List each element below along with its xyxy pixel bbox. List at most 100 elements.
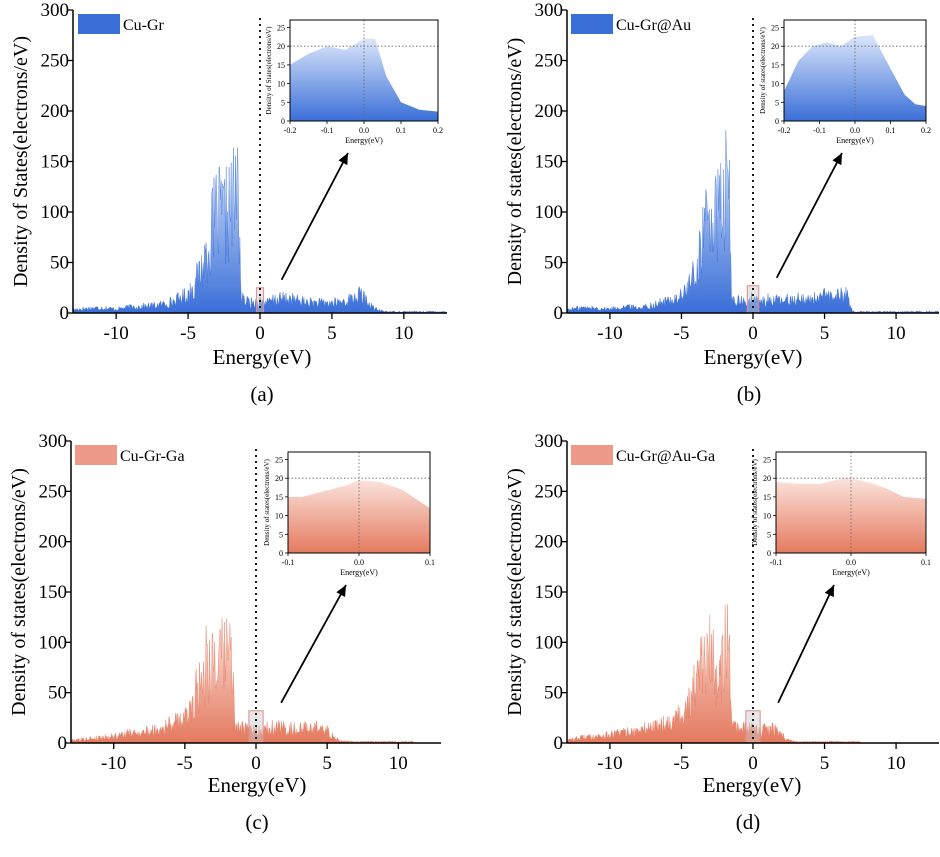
x-axis-title: Energy(eV) (703, 773, 802, 797)
inset-y-tick-label: 10 (277, 80, 285, 89)
inset-y-tick-label: 25 (277, 23, 285, 32)
y-tick-label: 200 (41, 101, 70, 122)
inset-y-tick-label: 25 (763, 455, 771, 464)
inset-y-tick-label: 20 (771, 42, 779, 51)
panel-d: -10 -5 0 5 10050100150200250300Energy(eV)Den… (504, 431, 939, 834)
inset-y-tick-label: 10 (275, 512, 283, 521)
zoom-arrow-head (824, 585, 834, 598)
legend-swatch (78, 14, 120, 34)
x-axis-title: Energy(eV) (704, 345, 803, 369)
inset-y-tick-label: 20 (277, 42, 285, 51)
zoom-arrow (280, 584, 347, 704)
inset-y-tick-label: 15 (771, 61, 779, 70)
x-axis-title: Energy(eV) (213, 345, 312, 369)
y-tick-label: 250 (535, 481, 564, 502)
x-tick-label: -5 (177, 753, 193, 774)
x-tick-label: 5 (327, 323, 337, 344)
zoom-arrow (775, 152, 843, 279)
inset-x-axis-title: Energy(eV) (345, 136, 383, 145)
y-tick-label: 100 (39, 632, 68, 653)
inset-x-tick-label: -0.1 (282, 558, 295, 567)
y-tick-label: 250 (535, 51, 564, 72)
legend-swatch (75, 445, 117, 465)
inset-y-tick-label: 5 (775, 98, 779, 107)
zoom-arrow (280, 152, 349, 281)
inset-y-axis-title: Density of States(electrons/eV) (265, 26, 273, 115)
y-tick-label: 50 (544, 253, 563, 274)
zoom-arrow-head (832, 153, 842, 166)
inset-x-tick-label: 0.0 (359, 126, 369, 135)
legend-swatch (571, 445, 613, 465)
inset-panel: -0.1 0.0 0.1 0 5 10 15 20 25 Energy(eV) Density of… (263, 451, 435, 577)
y-tick-label: 100 (535, 632, 564, 653)
y-tick-label: 300 (39, 431, 68, 452)
zoom-arrow-head (336, 585, 346, 598)
x-tick-label: 5 (820, 753, 830, 774)
inset-panel: -0.2 -0.1 0.0 0.1 0.2 0 5 10 15 20 25 Energy(eV) Den… (265, 19, 443, 145)
legend-swatch (571, 14, 613, 34)
inset-y-tick-label: 5 (767, 530, 771, 539)
y-tick-label: 50 (48, 683, 67, 704)
inset-x-tick-label: -0.1 (813, 126, 826, 135)
y-tick-label: 100 (41, 202, 70, 223)
y-tick-label: 250 (39, 481, 68, 502)
inset-y-axis-title: Density of states(electrons/eV) (751, 458, 759, 545)
inset-y-tick-label: 5 (279, 530, 283, 539)
x-tick-label: 5 (820, 323, 830, 344)
zoom-arrow-head (338, 153, 348, 166)
y-axis-title: Density of states(electrons/eV) (504, 38, 526, 286)
y-tick-label: 150 (535, 152, 564, 173)
inset-x-tick-label: 0.1 (396, 126, 406, 135)
inset-y-tick-label: 25 (771, 23, 779, 32)
y-tick-label: 0 (60, 303, 70, 324)
y-tick-label: 0 (554, 303, 564, 324)
x-tick-label: -5 (180, 323, 196, 344)
y-tick-label: 200 (535, 101, 564, 122)
y-axis-title: Density of states(electrons/eV) (8, 468, 30, 716)
panel-letter: (b) (737, 382, 762, 406)
panel-letter: (c) (245, 810, 268, 834)
inset-y-tick-label: 0 (279, 549, 283, 558)
legend-label: Cu-Gr-Ga (120, 448, 185, 465)
inset-y-tick-label: 0 (775, 117, 779, 126)
panel-a: -10 -5 0 5 10050100150200250300Energy(eV)Den… (10, 0, 447, 406)
x-tick-label: 10 (887, 753, 906, 774)
inset-x-tick-label: 0.0 (846, 558, 856, 567)
inset-x-tick-label: 0.2 (921, 126, 931, 135)
x-tick-label: -10 (101, 753, 126, 774)
inset-x-tick-label: -0.2 (284, 126, 297, 135)
y-tick-label: 50 (544, 683, 563, 704)
y-axis-title: Density of states(electrons/eV) (504, 468, 526, 716)
x-tick-label: 0 (748, 753, 758, 774)
inset-y-tick-label: 20 (763, 474, 771, 483)
x-axis-title: Energy(eV) (208, 773, 307, 797)
inset-x-tick-label: 0.0 (850, 126, 860, 135)
x-tick-label: -5 (674, 323, 690, 344)
inset-x-tick-label: 0.1 (425, 558, 435, 567)
y-tick-label: 0 (58, 733, 68, 754)
x-tick-label: 10 (394, 323, 413, 344)
x-tick-label: -10 (597, 753, 622, 774)
inset-y-tick-label: 15 (275, 493, 283, 502)
x-tick-label: 0 (251, 753, 261, 774)
inset-dos-area (784, 35, 926, 121)
inset-y-tick-label: 0 (281, 117, 285, 126)
y-tick-label: 300 (535, 0, 564, 21)
y-tick-label: 300 (41, 0, 70, 21)
panel-letter: (a) (250, 382, 273, 406)
inset-x-tick-label: -0.1 (770, 558, 783, 567)
x-tick-label: 0 (748, 323, 758, 344)
inset-x-axis-title: Energy(eV) (340, 568, 378, 577)
x-tick-label: -5 (674, 753, 690, 774)
y-tick-label: 150 (39, 582, 68, 603)
dos-area-Cu-Gr@Au-Ga (567, 604, 863, 743)
panel-c: -10 -5 0 5 10050100150200250300Energy(eV)Den… (8, 431, 441, 834)
y-tick-label: 250 (41, 51, 70, 72)
inset-y-tick-label: 10 (763, 512, 771, 521)
inset-x-tick-label: -0.1 (321, 126, 334, 135)
inset-y-tick-label: 15 (277, 61, 285, 70)
inset-y-tick-label: 0 (767, 549, 771, 558)
x-tick-label: 5 (322, 753, 332, 774)
inset-y-tick-label: 25 (275, 455, 283, 464)
